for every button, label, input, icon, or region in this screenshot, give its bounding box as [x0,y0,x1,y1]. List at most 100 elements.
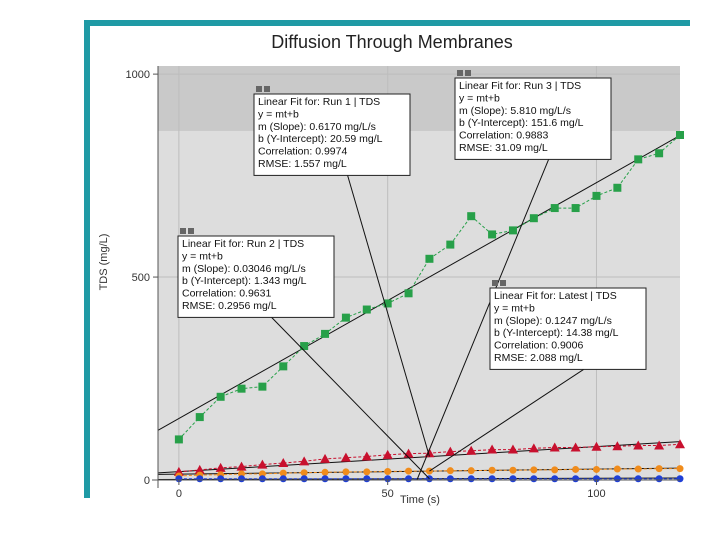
data-point-triangle [466,445,477,455]
pin-icon [256,86,262,92]
data-point-square [404,289,413,298]
x-tick-label: 0 [176,488,182,500]
data-point-square [634,155,643,164]
data-point-square [613,183,622,192]
data-point-circle [551,475,559,483]
fit-annotation-line: Correlation: 0.9883 [459,130,548,142]
data-point-triangle [591,441,602,451]
data-point-circle [384,467,392,475]
data-point-circle [676,465,684,473]
data-point-circle [613,475,621,483]
fit-annotation-line: b (Y-Intercept): 151.6 mg/L [459,117,584,129]
fit-annotation-line: RMSE: 0.2956 mg/L [182,300,277,312]
data-point-square [237,384,246,393]
leader-line [429,368,584,472]
data-point-square [341,313,350,322]
data-point-circle [405,475,413,483]
data-point-square [195,413,204,422]
data-point-square [383,299,392,308]
data-point-circle [613,465,621,473]
data-point-circle [676,475,684,483]
x-axis-label: Time (s) [400,494,440,506]
data-point-circle [488,475,496,483]
data-point-circle [634,475,642,483]
fit-annotation-line: y = mt+b [258,108,299,120]
data-point-circle [175,475,183,483]
data-point-circle [488,466,496,474]
data-point-circle [300,475,308,483]
leader-line [271,317,430,480]
data-point-circle [217,475,225,483]
data-point-circle [592,475,600,483]
data-point-circle [258,470,266,478]
fit-annotation-line: RMSE: 31.09 mg/L [459,142,548,154]
data-point-circle [238,470,246,478]
data-point-triangle [528,443,539,453]
data-point-circle [384,475,392,483]
data-point-circle [655,475,663,483]
data-point-square [508,226,517,235]
fit-annotation-line: m (Slope): 5.810 mg/L/s [459,105,571,117]
leader-line [416,159,550,481]
data-point-circle [572,475,580,483]
data-point-circle [321,475,329,483]
pin-icon [180,228,186,234]
close-icon [264,86,270,92]
data-point-circle [279,475,287,483]
data-point-square [362,305,371,314]
x-tick-label: 50 [382,488,394,500]
fit-annotation-line: Correlation: 0.9006 [494,340,583,352]
data-point-circle [238,475,246,483]
series-group [173,439,685,476]
data-point-triangle [654,440,665,450]
fit-annotation-box [454,77,612,160]
data-point-square [258,382,267,391]
y-tick-label: 0 [144,475,150,487]
data-point-triangle [487,444,498,454]
data-point-square [467,212,476,221]
leader-lines [271,159,584,481]
fit-annotation-line: RMSE: 2.088 mg/L [494,352,583,364]
fit-annotation-line: Linear Fit for: Run 3 | TDS [459,80,581,92]
data-point-circle [467,467,475,475]
data-point-triangle [382,449,393,459]
pin-icon [492,280,498,286]
data-point-triangle [633,440,644,450]
data-point-square [592,191,601,200]
data-point-square [655,149,664,158]
fit-annotation-line: m (Slope): 0.6170 mg/L/s [258,121,376,133]
fit-annotation-box [253,93,411,176]
data-point-square [488,230,497,239]
data-point-circle [530,475,538,483]
data-point-triangle [320,453,331,463]
series-group [174,131,684,444]
fit-annotation-line: Correlation: 0.9974 [258,146,347,158]
fit-annotation-line: RMSE: 1.557 mg/L [258,158,347,170]
data-point-triangle [194,464,205,474]
data-point-square [174,435,183,444]
y-tick-label: 500 [132,272,150,284]
data-point-triangle [278,457,289,467]
fit-annotation-line: b (Y-Intercept): 20.59 mg/L [258,133,383,145]
data-point-circle [592,465,600,473]
data-point-circle [572,465,580,473]
data-point-circle [405,467,413,475]
data-point-triangle [445,446,456,456]
fit-annotation-line: y = mt+b [494,302,535,314]
data-point-triangle [361,451,372,461]
data-point-triangle [299,456,310,466]
data-point-square [279,362,288,371]
data-point-triangle [675,439,685,449]
fit-annotation-box [177,235,335,318]
y-tick-label: 1000 [126,69,150,81]
data-point-circle [467,475,475,483]
pin-icon [457,70,463,76]
chart-title: Diffusion Through Membranes [271,32,512,52]
data-point-circle [634,465,642,473]
data-point-circle [258,475,266,483]
data-point-triangle [507,444,518,454]
